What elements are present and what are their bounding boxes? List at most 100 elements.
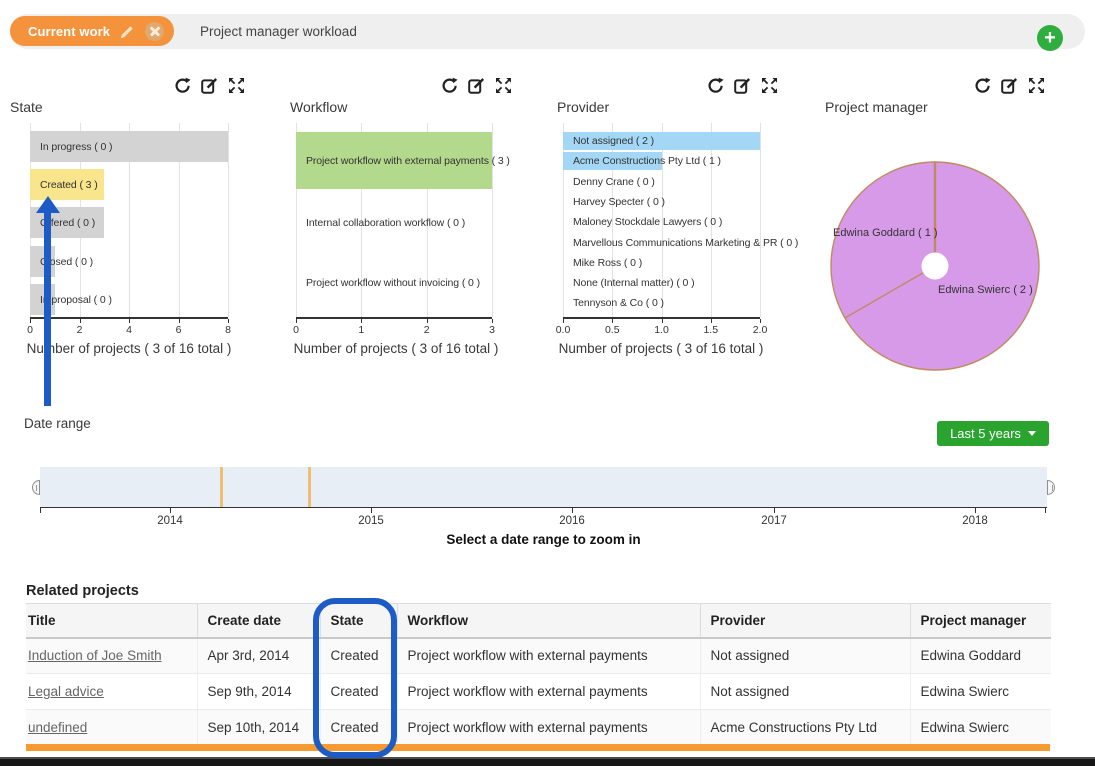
axis-tick (710, 319, 712, 323)
year-label: 2017 (761, 515, 787, 527)
bar-label: Marvellous Communications Marketing & PR… (573, 237, 799, 249)
chart-row[interactable]: Not assigned ( 2 ) (563, 132, 760, 150)
axis-tick-label: 2.0 (752, 324, 768, 336)
timeline-event-marker (220, 467, 224, 507)
project-manager-pie-chart[interactable] (820, 151, 1050, 381)
table-cell: Created (319, 637, 397, 674)
axis-tick-label: 0.0 (555, 324, 571, 336)
year-label: 2018 (962, 515, 988, 527)
fullscreen-icon[interactable] (1028, 77, 1045, 94)
timeline-right-handle[interactable] (1047, 480, 1055, 495)
year-tick (975, 508, 976, 513)
chart-row[interactable]: Denny Crane ( 0 ) (563, 173, 760, 191)
chart-row[interactable]: Closed ( 0 ) (30, 246, 228, 277)
project-link[interactable]: Legal advice (28, 684, 104, 699)
chart-row[interactable]: Internal collaboration workflow ( 0 ) (296, 215, 492, 231)
related-projects-heading: Related projects (26, 583, 139, 599)
chart-title-workflow: Workflow (290, 99, 348, 115)
chart-row[interactable]: Tennyson & Co ( 0 ) (563, 294, 760, 312)
project-link[interactable]: Induction of Joe Smith (28, 648, 162, 664)
edit-icon[interactable] (1001, 77, 1018, 94)
chart-row[interactable]: Created ( 3 ) (30, 169, 228, 200)
column-header: Create date (196, 603, 320, 639)
axis-tick (228, 319, 229, 323)
edit-icon[interactable] (734, 77, 751, 94)
gridline (228, 123, 229, 317)
chart-row[interactable]: In progress ( 0 ) (30, 131, 228, 162)
bar-label: Created ( 3 ) (40, 178, 98, 191)
axis-tick-label: 0 (27, 324, 33, 336)
axis-tick (296, 319, 297, 323)
chart-bar[interactable] (30, 131, 228, 162)
chart-row[interactable]: Harvey Specter ( 0 ) (563, 193, 760, 211)
chart-row[interactable]: Project workflow with external payments … (296, 132, 510, 189)
fullscreen-icon[interactable] (495, 77, 512, 94)
refresh-icon[interactable] (974, 77, 991, 94)
axis-tick (661, 319, 663, 323)
gridline (760, 123, 761, 317)
axis-tick (760, 319, 761, 323)
chart-bar[interactable] (30, 169, 105, 200)
refresh-icon[interactable] (707, 77, 724, 94)
date-range-preset-button[interactable]: Last 5 years (937, 421, 1049, 446)
refresh-icon[interactable] (441, 77, 458, 94)
bar-label: Acme Constructions Pty Ltd ( 1 ) (573, 155, 721, 167)
project-link[interactable]: undefined (28, 720, 88, 735)
table-cell: Sep 10th, 2014 (196, 709, 320, 746)
bar-label: Offered ( 0 ) (40, 216, 96, 229)
chart-title-state: State (10, 99, 43, 115)
gridline (296, 123, 297, 317)
edit-icon[interactable] (201, 77, 218, 94)
chart-row[interactable]: None (Internal matter) ( 0 ) (563, 274, 760, 292)
dashboard-tab-bar: Current work Project manager workload (10, 14, 1085, 49)
fullscreen-icon[interactable] (761, 77, 778, 94)
table-cell: Project workflow with external payments (396, 637, 700, 674)
axis-tick-label: 6 (175, 324, 182, 336)
table-cell: Created (319, 673, 397, 710)
annotation-highlight-box (313, 598, 397, 758)
column-header: Workflow (396, 603, 700, 639)
timeline-left-handle[interactable] (32, 480, 40, 495)
chart-row[interactable]: In proposal ( 0 ) (30, 284, 228, 315)
year-tick (170, 508, 171, 513)
pie-label-goddard: Edwina Goddard ( 1 ) (833, 227, 938, 239)
year-tick (774, 508, 775, 513)
chart-row[interactable]: Mike Ross ( 0 ) (563, 254, 760, 272)
bar-label: None (Internal matter) ( 0 ) (573, 277, 695, 289)
column-header: Provider (699, 603, 910, 639)
fullscreen-icon[interactable] (228, 77, 245, 94)
gridline (178, 123, 180, 317)
year-label: 2014 (157, 515, 183, 527)
chart-bar[interactable] (563, 132, 760, 150)
edit-pencil-icon[interactable] (120, 24, 135, 39)
table-row: Induction of Joe Smith Apr 3rd, 2014 Creat… (26, 637, 1051, 674)
table-cell: Edwina Swierc (909, 709, 1051, 746)
timeline-band[interactable] (40, 467, 1047, 507)
edit-icon[interactable] (468, 77, 485, 94)
current-work-tab[interactable]: Current work (10, 16, 175, 46)
gridline (426, 123, 428, 317)
table-cell: Edwina Goddard (909, 637, 1051, 674)
gridline (129, 123, 130, 317)
chart-row[interactable]: Project workflow without invoicing ( 0 ) (296, 275, 492, 291)
axis-tick-label: 0 (293, 324, 299, 336)
axis-tick-label: 1.5 (703, 324, 719, 336)
axis-tick (30, 319, 31, 323)
refresh-icon[interactable] (174, 77, 191, 94)
timeline-hint: Select a date range to zoom in (446, 532, 641, 547)
chart-row[interactable]: Acme Constructions Pty Ltd ( 1 ) (563, 152, 760, 170)
chart-bar[interactable] (563, 152, 662, 170)
axis-tick (79, 319, 81, 323)
add-dashboard-button[interactable]: + (1037, 25, 1063, 51)
chart-row[interactable]: Marvellous Communications Marketing & PR… (563, 234, 798, 252)
axis-tick-label: 8 (225, 324, 231, 336)
axis-tick (563, 319, 564, 323)
horizontal-scrollbar[interactable] (26, 744, 1050, 751)
chart-title-provider: Provider (557, 99, 610, 115)
chart-bar[interactable] (296, 132, 492, 189)
preset-label: Last 5 years (950, 426, 1021, 441)
close-icon[interactable] (145, 21, 165, 41)
bar-label: Project workflow with external payments … (306, 154, 510, 167)
axis-tick-label: 0.5 (604, 324, 620, 336)
chart-row[interactable]: Maloney Stockdale Lawyers ( 0 ) (563, 213, 760, 231)
